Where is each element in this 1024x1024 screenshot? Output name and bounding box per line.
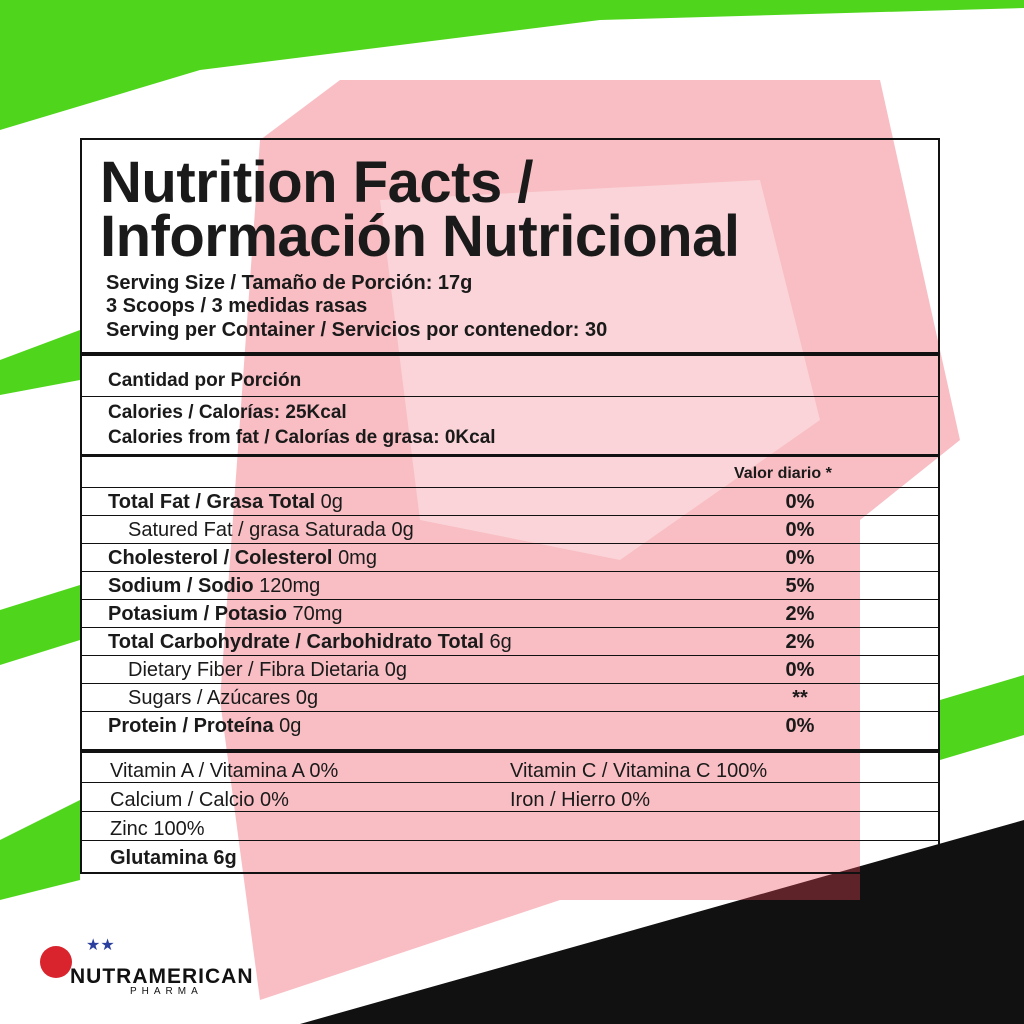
daily-value: 0% — [785, 715, 815, 737]
divider — [82, 454, 938, 457]
daily-value: 5% — [785, 575, 815, 597]
nutrient-amount: 6g — [489, 631, 512, 653]
svg-text:★★: ★★ — [86, 937, 115, 954]
nutrient-label: Potasium / Potasio 70mg — [108, 603, 343, 625]
vitamin: Zinc 100% — [110, 818, 205, 840]
divider — [82, 352, 938, 356]
nutrient-amount: 0g — [279, 715, 302, 737]
daily-value: 0% — [785, 659, 815, 681]
divider — [82, 396, 938, 397]
nutrient-amount: 120mg — [259, 575, 321, 597]
calories: Calories / Calorías: 25Kcal — [108, 402, 347, 423]
divider — [82, 599, 938, 600]
title: Información Nutricional — [100, 204, 740, 269]
serving-info: Serving per Container / Servicios por co… — [106, 319, 608, 341]
nutrient-amount: 0g — [384, 659, 407, 681]
divider — [82, 811, 938, 812]
brand-tagline: PHARMA — [130, 986, 203, 997]
divider — [82, 840, 938, 841]
daily-value: 2% — [785, 631, 815, 653]
nutrient-label: Cholesterol / Colesterol 0mg — [108, 547, 377, 569]
daily-value: 0% — [785, 519, 815, 541]
nutrient-amount: 0g — [295, 687, 319, 709]
divider — [82, 487, 938, 488]
daily-value-header: Valor diario * — [734, 465, 832, 482]
nutrient-label: Protein / Proteína 0g — [108, 715, 302, 737]
divider — [82, 711, 938, 712]
amount-per-serving: Cantidad por Porción — [108, 370, 302, 391]
nutrient-amount: 70mg — [292, 603, 343, 625]
nutrient-label: Sodium / Sodio 120mg — [108, 575, 321, 597]
serving-info: 3 Scoops / 3 medidas rasas — [106, 295, 368, 317]
vitamin: Vitamin A / Vitamina A 0% — [110, 760, 339, 782]
brand-name: NUTRAMERICAN — [70, 965, 254, 988]
daily-value: 0% — [785, 547, 815, 569]
nutrient-amount: 0g — [320, 491, 343, 513]
divider — [82, 543, 938, 544]
divider — [82, 749, 938, 753]
nutrient-label: Satured Fat / grasa Saturada 0g — [128, 519, 414, 541]
nutrient-label: Total Carbohydrate / Carbohidrato Total … — [108, 631, 512, 653]
nutrient-amount: 0g — [391, 519, 414, 541]
divider — [82, 683, 938, 684]
nutrient-label: Sugars / Azúcares 0g — [128, 687, 319, 709]
nutrient-amount: 0mg — [338, 547, 377, 569]
nutrition-label: Nutrition Facts / Información Nutriciona… — [80, 138, 940, 874]
divider — [82, 515, 938, 516]
divider — [82, 655, 938, 656]
serving-info: Serving Size / Tamaño de Porción: 17g — [106, 272, 473, 294]
nutrient-label: Total Fat / Grasa Total 0g — [108, 491, 343, 513]
nutrient-label: Dietary Fiber / Fibra Dietaria 0g — [128, 659, 407, 681]
calories: Calories from fat / Calorías de grasa: 0… — [108, 427, 496, 448]
daily-value: 0% — [785, 491, 815, 513]
footer-item: Glutamina 6g — [110, 847, 237, 869]
vitamin: Vitamin C / Vitamina C 100% — [510, 760, 768, 782]
vitamin: Iron / Hierro 0% — [510, 789, 651, 811]
divider — [82, 627, 938, 628]
divider — [82, 782, 938, 783]
title: Nutrition Facts / — [100, 150, 533, 215]
daily-value: ** — [792, 687, 808, 709]
divider — [82, 571, 938, 572]
vitamin: Calcium / Calcio 0% — [110, 789, 289, 811]
daily-value: 2% — [785, 603, 815, 625]
